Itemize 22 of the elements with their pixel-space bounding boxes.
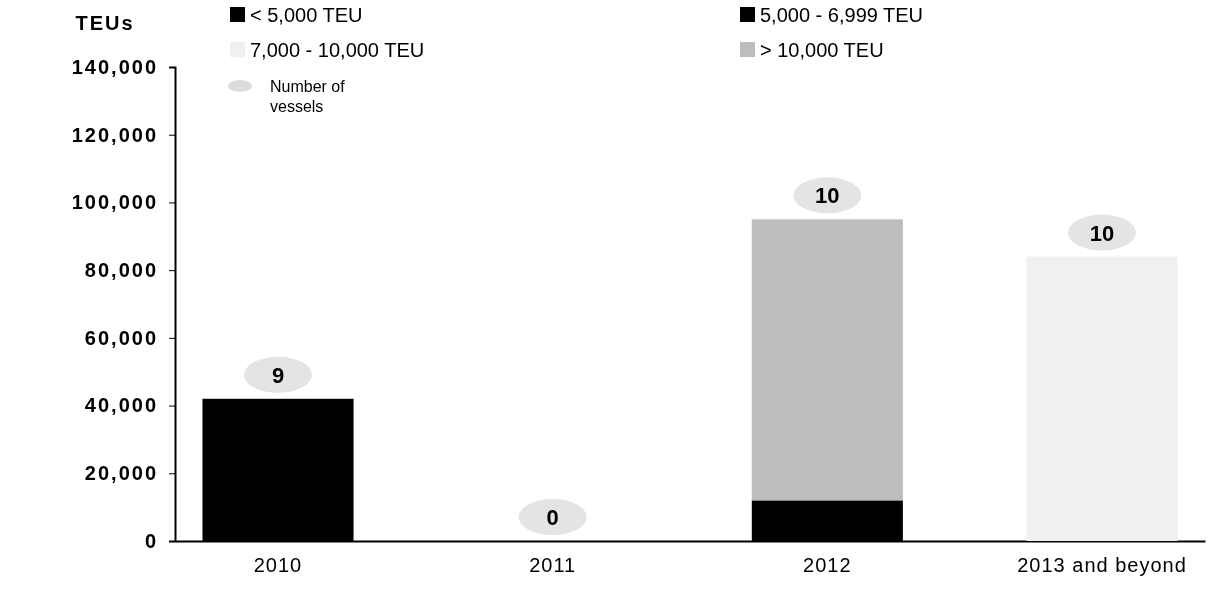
y-tick-label: 80,000 bbox=[84, 259, 158, 282]
x-tick-label: 2013 and beyond bbox=[1017, 554, 1187, 576]
y-axis-title: TEUs bbox=[75, 12, 135, 34]
y-tick-label: 120,000 bbox=[71, 123, 158, 146]
legend-label: 7,000 - 10,000 TEU bbox=[250, 39, 425, 61]
legend-label: 5,000 - 6,999 TEU bbox=[760, 4, 924, 26]
y-tick-label: 140,000 bbox=[71, 55, 158, 78]
x-tick-label: 2010 bbox=[253, 554, 303, 576]
y-tick-label: 100,000 bbox=[71, 191, 158, 214]
annotation: 10 bbox=[815, 183, 840, 209]
y-tick-label: 20,000 bbox=[84, 462, 158, 485]
legend-label: > 10,000 TEU bbox=[760, 39, 884, 61]
y-tick-label: 0 bbox=[144, 529, 158, 552]
annotation: 0 bbox=[546, 505, 559, 530]
y-tick-label: 60,000 bbox=[84, 326, 158, 349]
y-tick-label: 40,000 bbox=[84, 394, 158, 417]
legend-label: < 5,000 TEU bbox=[250, 4, 363, 26]
x-tick-label: 2011 bbox=[529, 554, 577, 576]
annotation: 10 bbox=[1089, 220, 1115, 246]
x-tick-label: 2012 bbox=[803, 554, 852, 576]
annotation: Number of vessels bbox=[270, 78, 346, 115]
annotation: 9 bbox=[271, 362, 285, 388]
